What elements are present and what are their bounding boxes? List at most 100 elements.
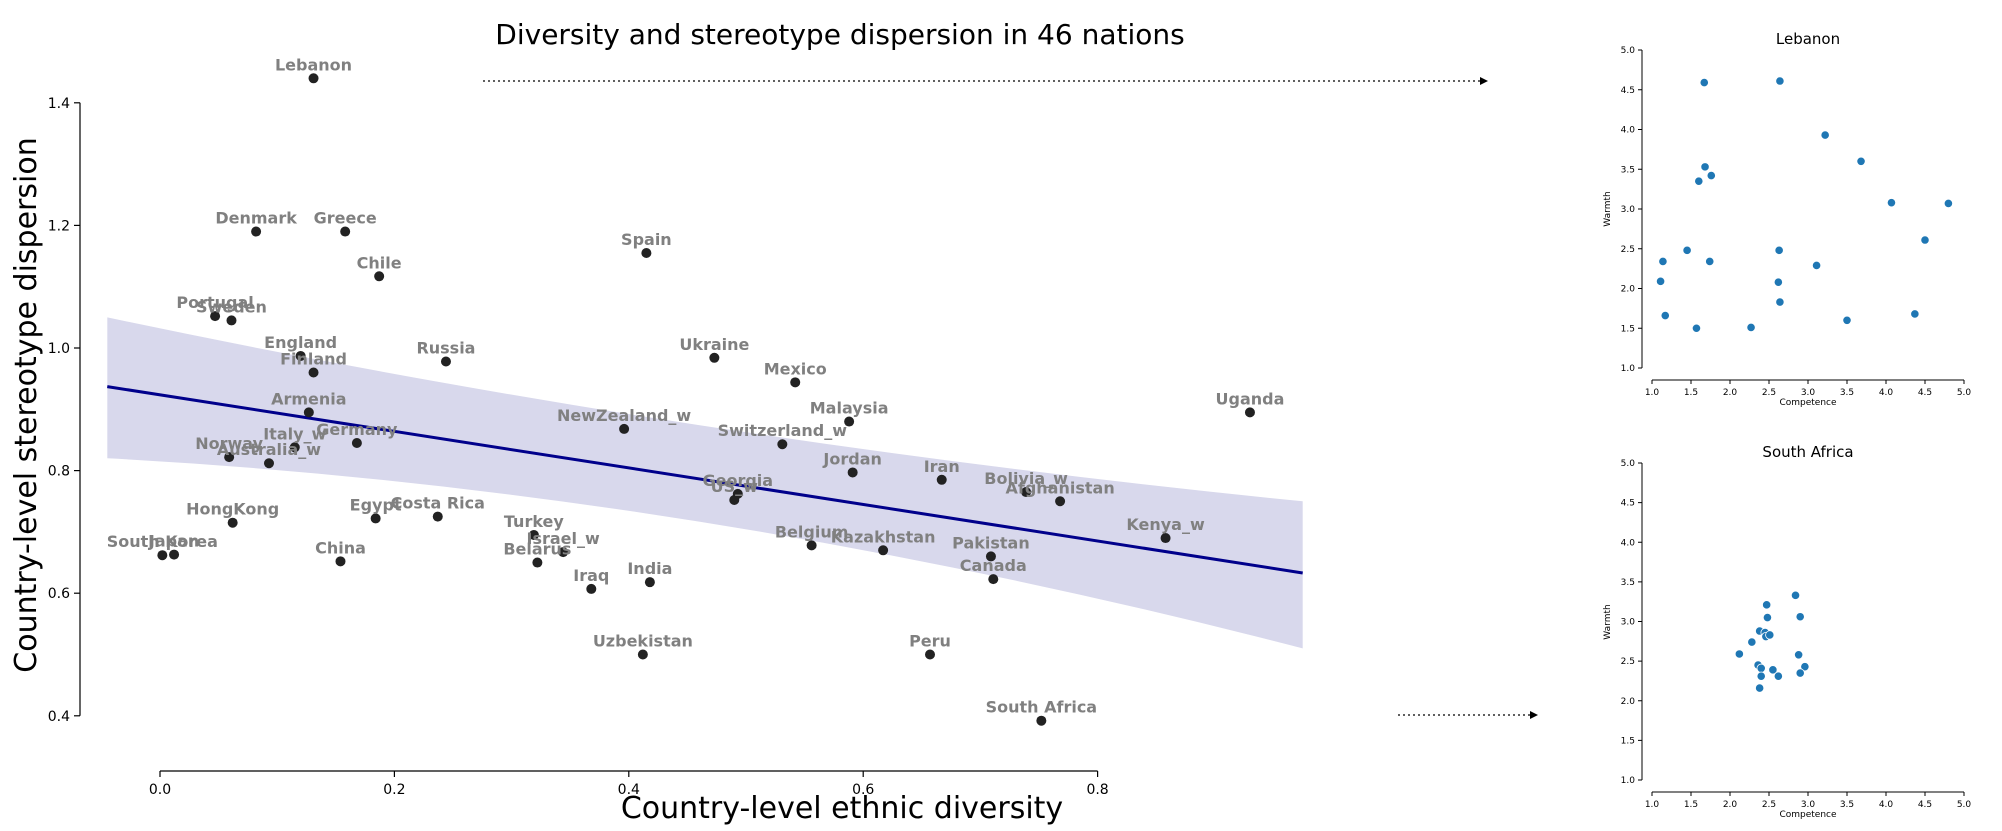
x-axis-ticks: 0.0 0.2 0.4 0.6 0.8 xyxy=(149,771,1109,798)
point-jordan xyxy=(847,467,858,478)
chart-title: Diversity and stereotype dispersion in 4… xyxy=(495,18,1184,51)
point-ukraine xyxy=(709,352,720,363)
inset-y-tick-label: 3.5 xyxy=(1621,165,1635,175)
inset-point xyxy=(1691,323,1702,333)
inset-y-tick-label: 2.5 xyxy=(1621,245,1635,255)
inset-point xyxy=(1746,322,1756,333)
inset-x-tick-label: 1.5 xyxy=(1684,800,1698,810)
point-chile xyxy=(374,271,385,282)
point-mexico xyxy=(790,377,801,388)
label-switzerland-w: Switzerland_w xyxy=(718,421,848,440)
inset-point xyxy=(1658,256,1668,267)
inset-y-tick-label: 3.5 xyxy=(1621,578,1635,588)
inset-y-tick-label: 1.0 xyxy=(1621,364,1636,374)
inset-point xyxy=(1765,630,1775,640)
main-scatter-plot: Diversity and stereotype dispersion in 4… xyxy=(9,18,1538,826)
inset-x-tick-label: 2.5 xyxy=(1762,800,1776,810)
x-tick-label: 0.0 xyxy=(149,782,171,798)
label-costa-rica: Costa Rica xyxy=(391,494,485,513)
point-canada xyxy=(988,574,999,585)
y-axis-label: Country-level stereotype dispersion xyxy=(9,137,44,672)
confidence-band xyxy=(107,317,1303,649)
inset-x-tick-label: 4.0 xyxy=(1879,800,1894,810)
point-uganda xyxy=(1244,407,1255,418)
x-tick-label: 0.4 xyxy=(618,782,640,798)
inset-point xyxy=(1768,665,1778,675)
label-germany: Germany xyxy=(316,420,398,439)
inset-y-axis-label-lebanon: Warmth xyxy=(1603,191,1613,226)
inset-x-tick-label: 5.0 xyxy=(1957,388,1972,398)
point-iran xyxy=(936,474,947,485)
point-south-africa xyxy=(1036,715,1047,726)
label-italy-w: Italy_w xyxy=(263,424,326,443)
inset-point xyxy=(1755,683,1765,693)
label-ukraine: Ukraine xyxy=(679,335,749,354)
x-tick-label: 0.2 xyxy=(383,782,405,798)
inset-y-tick-label: 1.0 xyxy=(1621,776,1636,786)
inset-x-tick-label: 4.0 xyxy=(1879,388,1894,398)
inset-point xyxy=(1706,171,1716,181)
y-tick-label: 1.2 xyxy=(48,218,70,234)
inset-point xyxy=(1886,198,1897,208)
point-italy-w xyxy=(289,442,300,453)
inset-y-tick-label: 1.5 xyxy=(1621,324,1635,334)
point-malaysia xyxy=(844,416,855,427)
label-bolivia-w: Bolivia_w xyxy=(984,469,1068,488)
point-us-w xyxy=(729,495,740,506)
label-egypt: Egypt xyxy=(350,495,402,514)
label-lebanon: Lebanon xyxy=(275,55,352,74)
point-norway xyxy=(224,452,235,463)
label-uganda: Uganda xyxy=(1216,389,1285,408)
point-spain xyxy=(641,247,652,258)
point-belgium xyxy=(806,540,817,551)
inset-x-tick-label: 4.5 xyxy=(1918,388,1932,398)
inset-point xyxy=(1856,156,1866,166)
label-malaysia: Malaysia xyxy=(810,399,889,418)
inset-point xyxy=(1762,600,1772,610)
inset-point xyxy=(1660,310,1670,321)
inset-x-tick-label: 3.0 xyxy=(1801,388,1816,398)
inset-x-axis-label-lebanon: Competence xyxy=(1779,398,1837,408)
point-pakistan xyxy=(985,551,996,562)
inset-y-tick-label: 4.0 xyxy=(1621,126,1636,136)
inset-x-axis-label-south-africa: Competence xyxy=(1779,810,1837,820)
inset-point xyxy=(1773,277,1783,287)
x-tick-label: 0.6 xyxy=(852,782,874,798)
inset-y-tick-label: 5.0 xyxy=(1621,459,1636,469)
inset-point xyxy=(1811,260,1822,271)
label-belarus: Belarus xyxy=(503,540,571,559)
point-newzealand-w xyxy=(619,423,630,434)
point-peru xyxy=(925,649,936,660)
point-costa-rica xyxy=(432,511,443,522)
inset-point xyxy=(1705,256,1715,267)
point-japan xyxy=(169,549,180,560)
label-south-korea: South Korea xyxy=(107,532,218,551)
point-afghanistan xyxy=(1055,496,1066,507)
label-canada: Canada xyxy=(960,556,1027,575)
label-iraq: Iraq xyxy=(573,566,609,585)
label-south-africa: South Africa xyxy=(986,698,1098,717)
x-tick-label: 0.8 xyxy=(1086,782,1108,798)
inset-point xyxy=(1734,649,1744,659)
label-japan: Japan xyxy=(148,532,199,551)
label-peru: Peru xyxy=(909,632,951,651)
inset-x-tick-label: 1.5 xyxy=(1684,388,1698,398)
label-finland: Finland xyxy=(280,350,347,369)
inset-title-lebanon: Lebanon xyxy=(1776,30,1840,48)
point-hongkong xyxy=(227,517,238,528)
inset-point xyxy=(1800,662,1810,672)
inset-point xyxy=(1699,77,1709,88)
label-greece: Greece xyxy=(314,209,377,228)
point-belarus xyxy=(532,557,543,568)
lebanon-inset-plot: Lebanon 1.0 1.5 2.0 2.5 3.0 3.5 4.0 4.5 5.0 1.0 1.… xyxy=(1603,30,1971,408)
south-africa-inset-plot: South Africa 1.0 1.5 2.0 2.5 3.0 3.5 4.0 4.5 5.0… xyxy=(1603,443,1971,820)
point-sweden xyxy=(226,315,237,326)
label-georgia: Georgia xyxy=(702,471,773,490)
label-iran: Iran xyxy=(924,457,960,476)
inset-y-tick-label: 4.0 xyxy=(1621,538,1636,548)
inset-point xyxy=(1795,668,1805,678)
inset-x-tick-label: 3.0 xyxy=(1801,800,1816,810)
inset-y-tick-label: 4.5 xyxy=(1621,499,1635,509)
label-turkey: Turkey xyxy=(504,512,565,531)
